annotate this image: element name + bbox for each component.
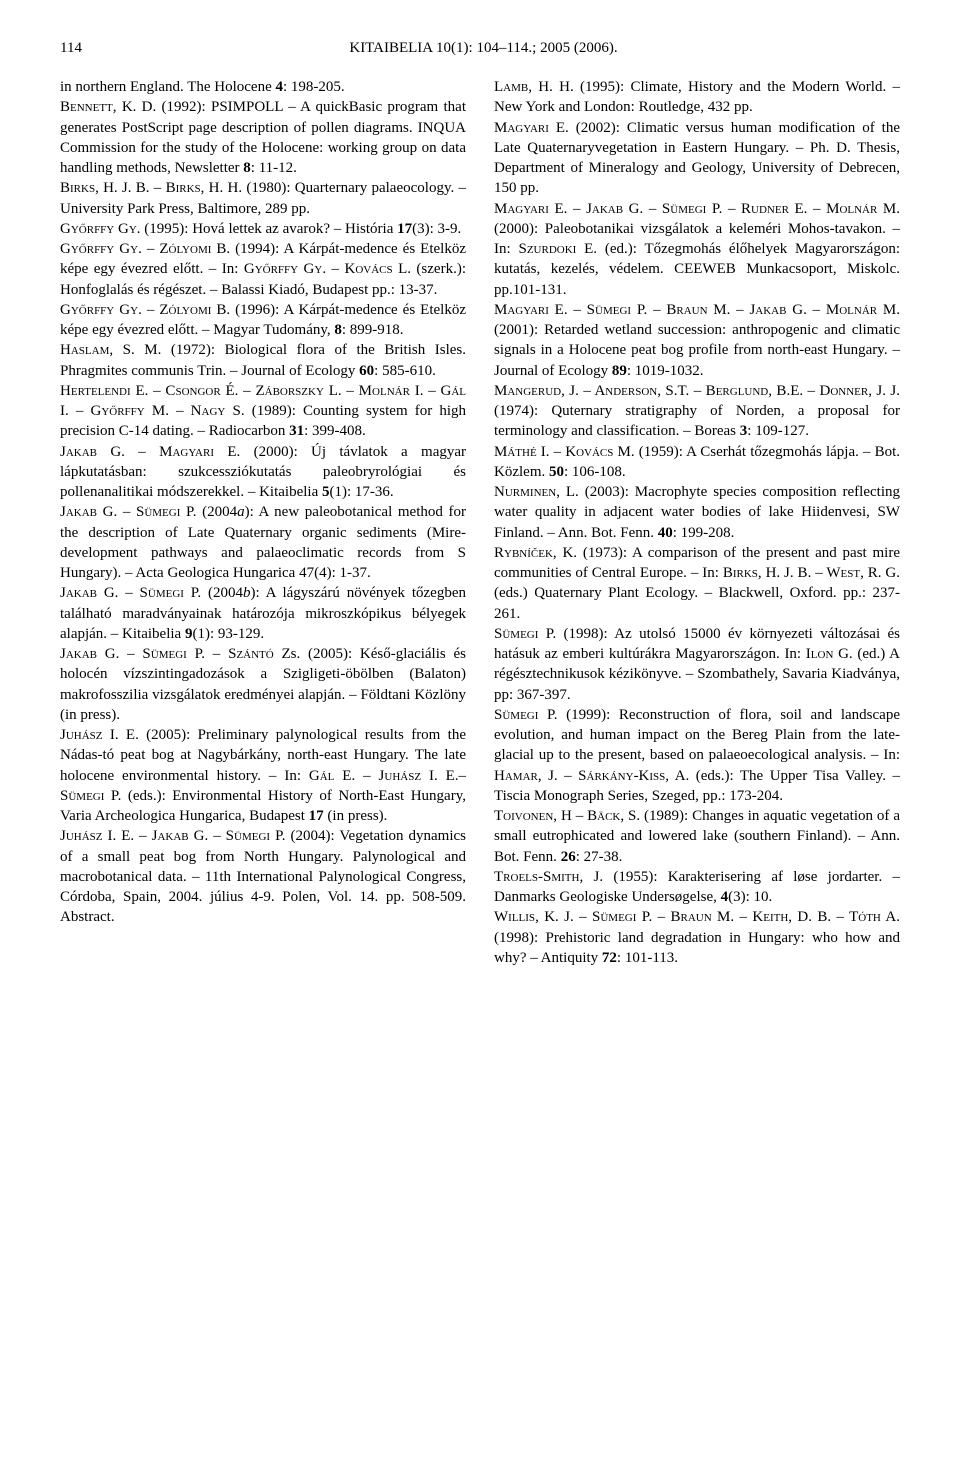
reference-entry: Győrffy Gy. – Zólyomi B. (1996): A Kárpá… (60, 300, 466, 341)
reference-entry: Sümegi P. (1998): Az utolsó 15000 év kör… (494, 624, 900, 705)
reference-entry: Máthé I. – Kovács M. (1959): A Cserhát t… (494, 442, 900, 483)
reference-entry: Jakab G. – Sümegi P. (2004b): A lágyszár… (60, 583, 466, 644)
reference-entry: Jakab G. – Magyari E. (2000): Új távlato… (60, 442, 466, 503)
reference-entry: Juhász I. E. – Jakab G. – Sümegi P. (200… (60, 826, 466, 927)
reference-entry: Magyari E. – Jakab G. – Sümegi P. – Rudn… (494, 199, 900, 300)
reference-entry: Hertelendi E. – Csongor É. – Záborszky L… (60, 381, 466, 442)
reference-entry: Haslam, S. M. (1972): Biological flora o… (60, 340, 466, 381)
reference-entry: Rybníček, K. (1973): A comparison of the… (494, 543, 900, 624)
reference-entry: in northern England. The Holocene 4: 198… (60, 77, 466, 97)
reference-entry: Bennett, K. D. (1992): PSIMPOLL – A quic… (60, 97, 466, 178)
references-columns: in northern England. The Holocene 4: 198… (60, 77, 900, 968)
reference-entry: Jakab G. – Sümegi P. (2004a): A new pale… (60, 502, 466, 583)
page-container: 114 KITAIBELIA 10(1): 104–114.; 2005 (20… (0, 0, 960, 1008)
reference-entry: Toivonen, H – Bäck, S. (1989): Changes i… (494, 806, 900, 867)
reference-entry: Sümegi P. (1999): Reconstruction of flor… (494, 705, 900, 806)
header-title: KITAIBELIA 10(1): 104–114.; 2005 (2006). (82, 40, 885, 57)
reference-entry: Magyari E. (2002): Climatic versus human… (494, 118, 900, 199)
reference-entry: Jakab G. – Sümegi P. – Szántó Zs. (2005)… (60, 644, 466, 725)
reference-entry: Troels-Smith, J. (1955): Karakterisering… (494, 867, 900, 908)
references-column-right: Lamb, H. H. (1995): Climate, History and… (494, 77, 900, 968)
reference-entry: Juhász I. E. (2005): Preliminary palynol… (60, 725, 466, 826)
reference-entry: Győrffy Gy. (1995): Hová lettek az avaro… (60, 219, 466, 239)
reference-entry: Willis, K. J. – Sümegi P. – Braun M. – K… (494, 907, 900, 968)
reference-entry: Magyari E. – Sümegi P. – Braun M. – Jaka… (494, 300, 900, 381)
references-column-left: in northern England. The Holocene 4: 198… (60, 77, 466, 968)
reference-entry: Nurminen, L. (2003): Macrophyte species … (494, 482, 900, 543)
reference-entry: Birks, H. J. B. – Birks, H. H. (1980): Q… (60, 178, 466, 219)
reference-entry: Mangerud, J. – Anderson, S.T. – Berglund… (494, 381, 900, 442)
header-spacer (885, 40, 900, 57)
page-number: 114 (60, 40, 82, 57)
page-header: 114 KITAIBELIA 10(1): 104–114.; 2005 (20… (60, 40, 900, 57)
reference-entry: Győrffy Gy. – Zólyomi B. (1994): A Kárpá… (60, 239, 466, 300)
reference-entry: Lamb, H. H. (1995): Climate, History and… (494, 77, 900, 118)
